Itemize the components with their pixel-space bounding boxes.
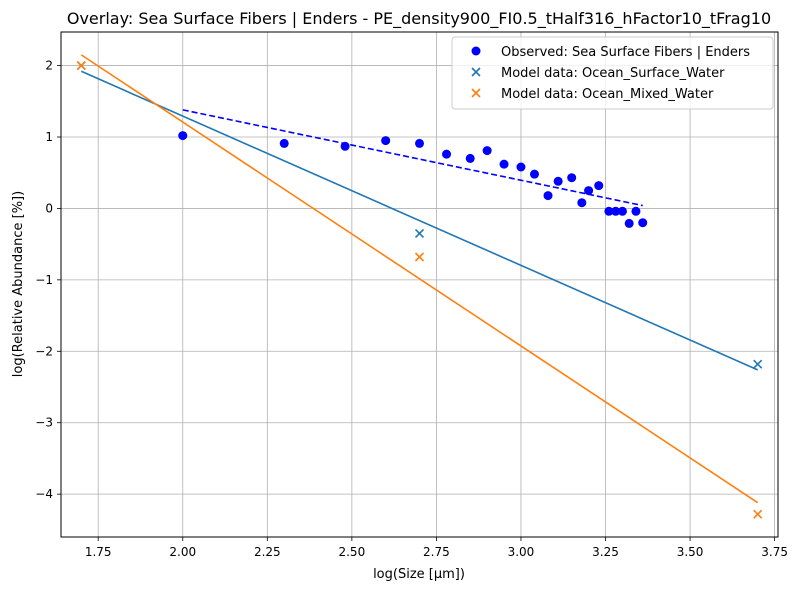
- observed-point: [617, 206, 627, 216]
- fit-lines: [80, 54, 759, 504]
- y-tick-label: −3: [35, 416, 53, 430]
- y-tick-label: 2: [45, 59, 53, 73]
- x-tick-label: 3.50: [677, 545, 704, 559]
- observed-point: [631, 206, 641, 216]
- observed-point: [604, 206, 614, 216]
- chart-title: Overlay: Sea Surface Fibers | Enders - P…: [67, 9, 771, 29]
- x-marker-stroke: [414, 252, 425, 262]
- fit-line-ocean-surface-water: [80, 70, 759, 371]
- x-axis-ticks: 1.75 2.00 2.25 2.50 2.75 3.00 3.25 3.50 3.75: [85, 537, 788, 559]
- grid: [61, 32, 778, 537]
- y-axis-ticks: −4 −3 −2 −1 0 1 2: [35, 59, 61, 501]
- observed-point: [638, 218, 648, 228]
- y-tick-label: 1: [45, 130, 53, 144]
- y-tick-label: −1: [35, 273, 53, 287]
- observed-point: [279, 138, 289, 148]
- data-points: [76, 61, 763, 519]
- y-axis-label: log(Relative Abundance [%]): [11, 191, 26, 377]
- observed-point: [178, 131, 188, 141]
- x-tick-label: 2.25: [254, 545, 281, 559]
- x-tick-label: 3.00: [508, 545, 535, 559]
- x-axis-label: log(Size [µm]): [373, 567, 465, 582]
- x-marker-stroke: [753, 509, 763, 519]
- x-marker-stroke: [753, 359, 763, 369]
- y-tick-label: 0: [45, 201, 53, 215]
- observed-point: [584, 186, 594, 196]
- observed-point: [442, 149, 452, 159]
- plot-area-frame: [60, 31, 779, 538]
- surface-model-point: [414, 228, 425, 238]
- observed-point: [499, 159, 509, 169]
- observed-point: [567, 173, 577, 183]
- observed-point: [577, 198, 587, 208]
- observed-point: [624, 218, 634, 228]
- legend-label: Model data: Ocean_Mixed_Water: [501, 87, 714, 102]
- observed-point: [482, 146, 492, 156]
- x-tick-label: 2.00: [169, 545, 196, 559]
- observed-point: [465, 153, 475, 163]
- legend-marker-surface: [471, 67, 481, 77]
- observed-point: [415, 138, 424, 148]
- x-tick-label: 3.25: [592, 545, 619, 559]
- mixed-model-point: [414, 252, 425, 262]
- observed-point: [340, 141, 350, 151]
- fit-line-ocean-mixed-water: [80, 54, 759, 504]
- observed-point: [594, 181, 604, 191]
- x-tick-label: 3.75: [761, 545, 788, 559]
- legend-marker-mixed: [471, 88, 481, 98]
- observed-point: [553, 176, 563, 186]
- y-tick-label: −4: [35, 487, 53, 501]
- fit-line-observed: [182, 109, 643, 207]
- x-tick-label: 1.75: [85, 545, 112, 559]
- observed-point: [529, 169, 539, 179]
- legend: Observed: Sea Surface Fibers | Enders Mod…: [451, 36, 774, 110]
- x-marker-stroke: [471, 88, 481, 98]
- y-tick-label: −2: [35, 344, 53, 358]
- observed-point: [611, 206, 621, 216]
- observed-point: [381, 136, 391, 146]
- observed-point: [516, 162, 526, 172]
- x-tick-label: 2.75: [423, 545, 450, 559]
- mixed-model-point: [753, 509, 763, 519]
- x-marker-stroke: [471, 67, 481, 77]
- legend-label: Observed: Sea Surface Fibers | Enders: [501, 45, 750, 60]
- mixed-model-point: [76, 61, 86, 71]
- observed-point: [543, 191, 553, 201]
- x-tick-label: 2.50: [338, 545, 365, 559]
- x-marker-stroke: [414, 228, 425, 238]
- legend-marker-observed: [471, 46, 481, 56]
- surface-model-point: [753, 359, 763, 369]
- legend-label: Model data: Ocean_Surface_Water: [501, 66, 725, 81]
- x-marker-stroke: [76, 61, 86, 71]
- legend-box: [451, 36, 774, 110]
